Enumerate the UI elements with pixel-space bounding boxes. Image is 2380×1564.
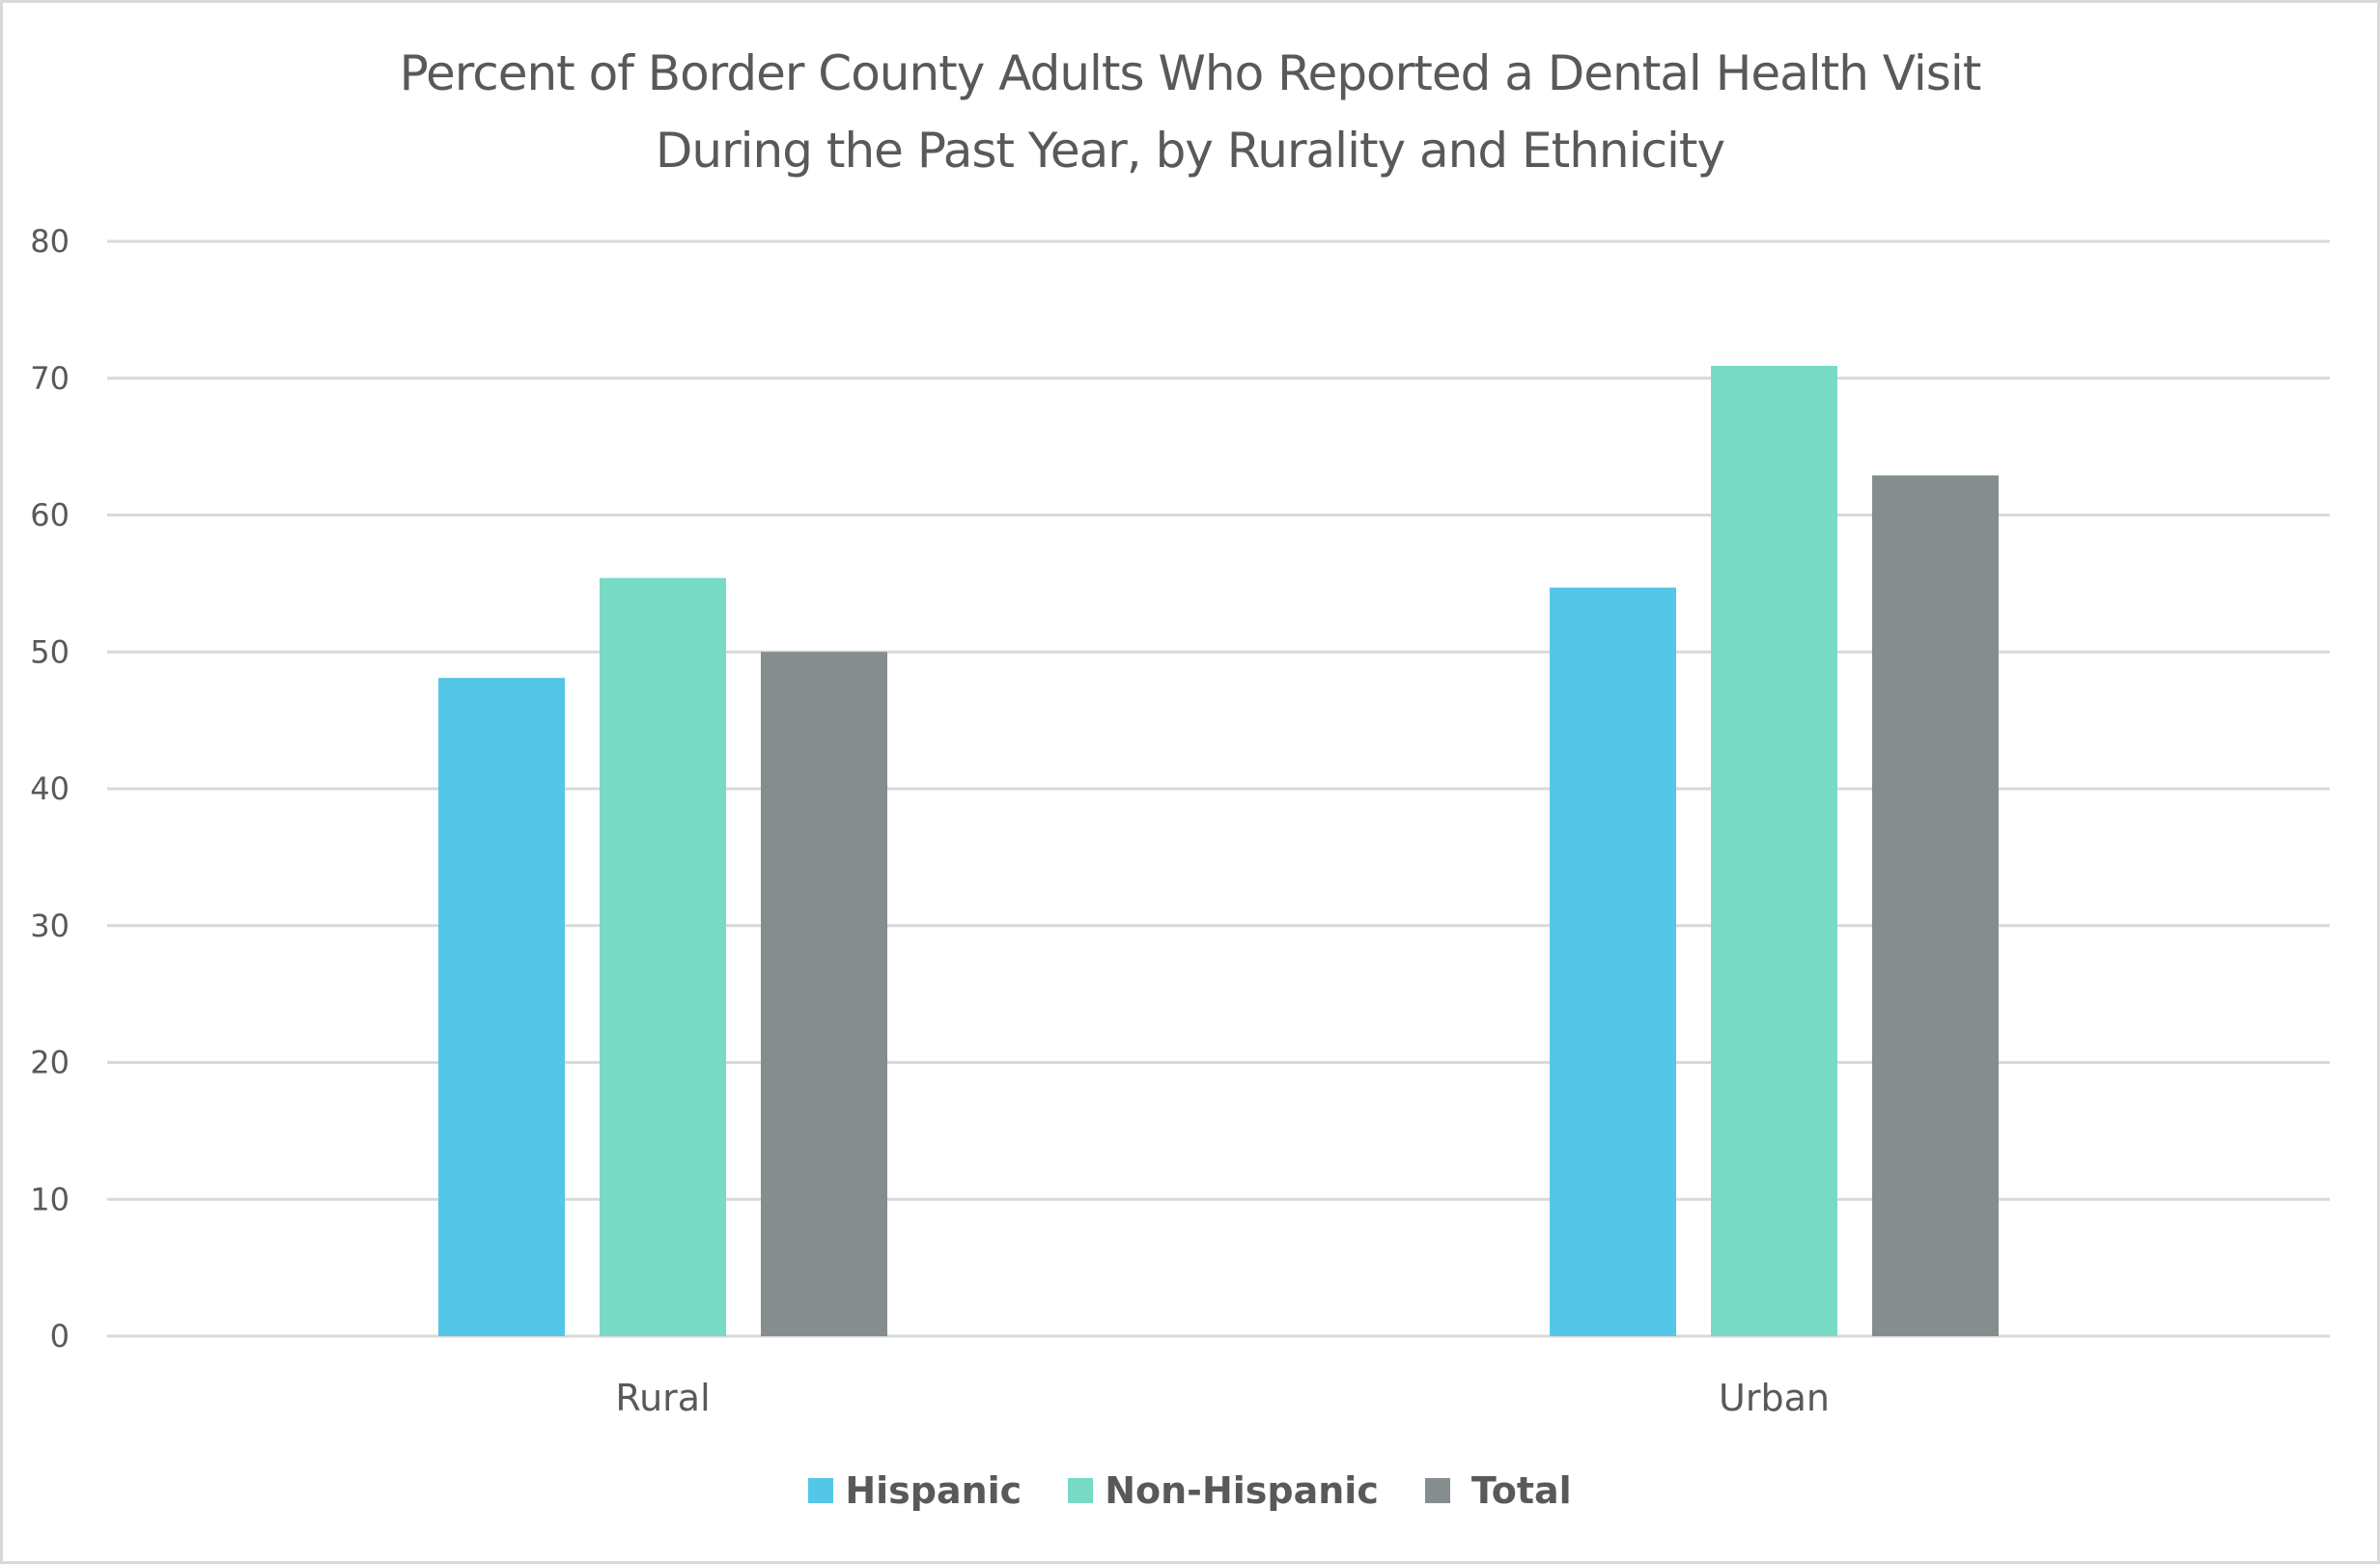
y-tick-label-80: 80 [30,223,70,260]
bar-rural-non-hispanic [600,577,726,1336]
legend-label-total: Total [1470,1469,1572,1512]
legend-item-hispanic: Hispanic [808,1469,1022,1512]
legend-item-total: Total [1424,1469,1572,1512]
y-tick-label-70: 70 [30,360,70,397]
legend: Hispanic Non-Hispanic Total [0,1469,2380,1512]
legend-item-non-hispanic: Non-Hispanic [1068,1469,1379,1512]
legend-swatch-total [1424,1478,1450,1503]
y-tick-label-50: 50 [30,633,70,670]
bar-urban-non-hispanic [1711,365,1837,1336]
x-category-label-urban: Urban [1719,1377,1830,1419]
x-category-label-rural: Rural [615,1377,710,1419]
legend-swatch-non-hispanic [1068,1478,1094,1503]
bar-rural-hispanic [438,678,565,1336]
chart-title-line-1: Percent of Border County Adults Who Repo… [399,45,1982,101]
bar-urban-total [1872,475,1999,1337]
legend-swatch-hispanic [808,1478,834,1503]
y-tick-label-10: 10 [30,1181,70,1217]
legend-label-non-hispanic: Non-Hispanic [1105,1469,1379,1512]
y-tick-label-20: 20 [30,1045,70,1081]
chart-title-line-2: During the Past Year, by Rurality and Et… [655,123,1725,179]
bar-urban-hispanic [1550,587,1676,1336]
y-tick-label-0: 0 [50,1318,70,1355]
y-tick-label-60: 60 [30,497,70,534]
bar-rural-total [761,652,887,1336]
y-tick-label-40: 40 [30,770,70,807]
y-tick-label-30: 30 [30,908,70,944]
legend-label-hispanic: Hispanic [845,1469,1022,1512]
